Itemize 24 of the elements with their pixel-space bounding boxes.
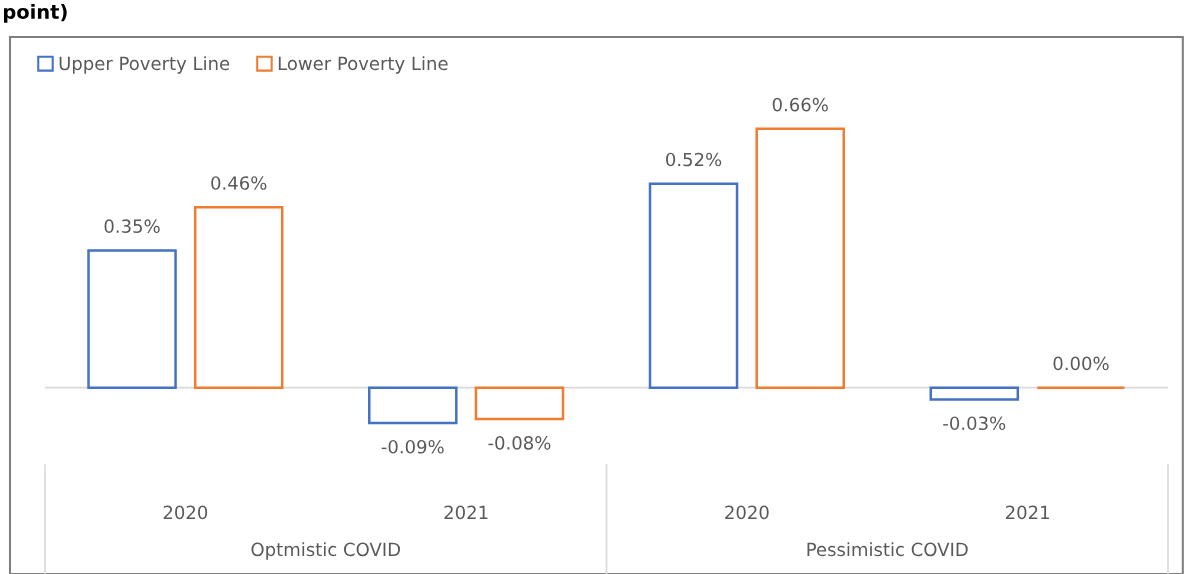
data-label: 0.66%: [772, 97, 828, 112]
bar: [648, 182, 739, 389]
x-tick-label: 2020: [163, 505, 208, 520]
bar: [368, 386, 458, 425]
data-label: 0.00%: [1053, 356, 1109, 371]
bar: [193, 206, 284, 389]
text: Optmistic COVID: [251, 542, 400, 560]
x-tick-label: 2021: [1005, 505, 1049, 520]
chart-title: point): [4, 4, 67, 23]
text: Pessimistic COVID: [807, 542, 968, 557]
data-label: 0.35%: [104, 219, 160, 234]
data-label: 0.46%: [211, 176, 267, 190]
legend-label: Upper Poverty Line: [59, 56, 230, 74]
bar: [87, 249, 177, 389]
bar: [929, 386, 1020, 401]
bar: [474, 386, 565, 421]
data-label: 0.52%: [666, 152, 722, 167]
legend-label: Lower Poverty Line: [278, 56, 448, 74]
data-label: -0.09%: [381, 439, 444, 454]
x-tick-label: 2021: [444, 505, 488, 520]
data-label: -0.03%: [943, 416, 1006, 431]
bar: [755, 127, 845, 389]
data-label: -0.08%: [488, 436, 551, 450]
x-tick-label: 2020: [725, 505, 769, 520]
